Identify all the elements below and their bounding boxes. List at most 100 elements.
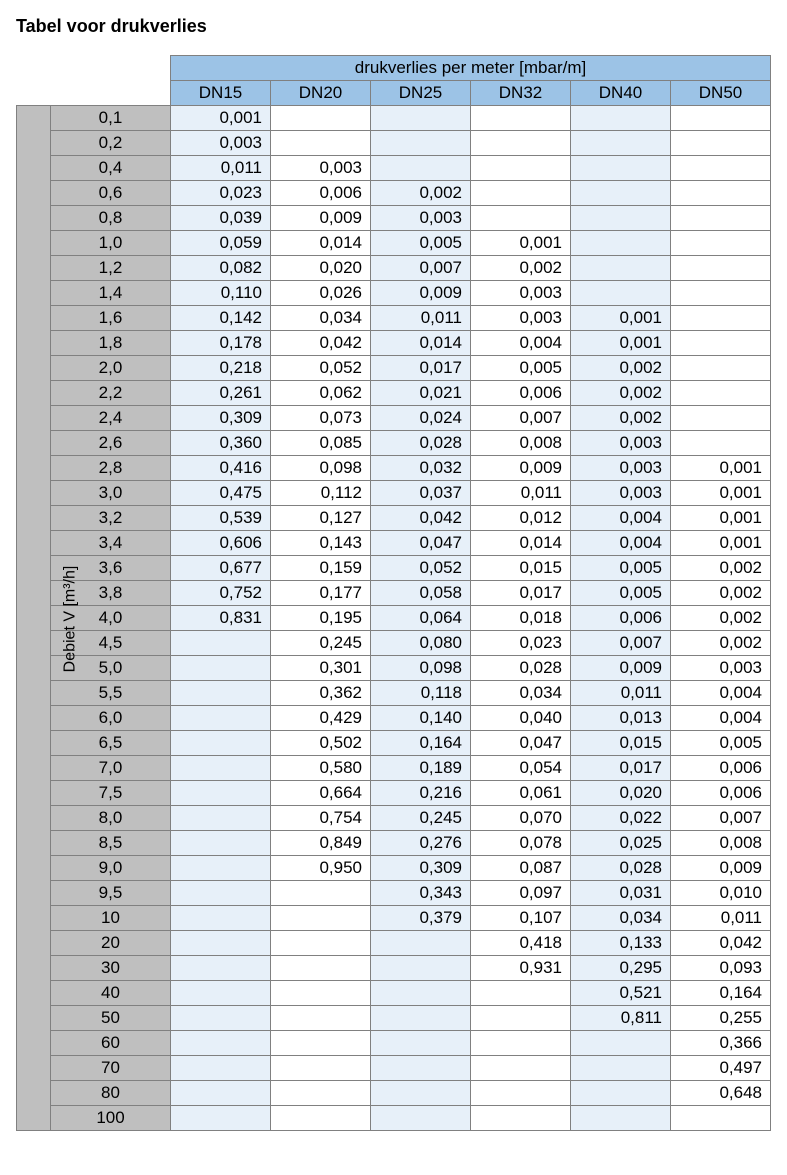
data-cell: 0,677 xyxy=(171,556,271,581)
table-row: 400,5210,164 xyxy=(17,981,771,1006)
row-header: 6,0 xyxy=(51,706,171,731)
data-cell: 0,047 xyxy=(471,731,571,756)
table-row: 100,3790,1070,0340,011 xyxy=(17,906,771,931)
corner-cell xyxy=(17,81,51,106)
data-cell xyxy=(371,1056,471,1081)
data-cell xyxy=(571,281,671,306)
data-cell xyxy=(671,406,771,431)
data-cell: 0,143 xyxy=(271,531,371,556)
data-cell: 0,014 xyxy=(271,231,371,256)
data-cell: 0,085 xyxy=(271,431,371,456)
data-cell: 0,007 xyxy=(671,806,771,831)
data-cell: 0,001 xyxy=(671,531,771,556)
data-cell xyxy=(671,256,771,281)
data-cell xyxy=(271,1006,371,1031)
data-cell xyxy=(271,981,371,1006)
data-cell xyxy=(171,656,271,681)
data-cell: 0,255 xyxy=(671,1006,771,1031)
data-cell: 0,005 xyxy=(371,231,471,256)
data-cell xyxy=(271,1106,371,1131)
data-cell: 0,009 xyxy=(271,206,371,231)
data-cell xyxy=(171,706,271,731)
data-cell: 0,309 xyxy=(371,856,471,881)
data-cell xyxy=(571,1081,671,1106)
column-header: DN32 xyxy=(471,81,571,106)
row-header: 7,0 xyxy=(51,756,171,781)
data-cell: 0,078 xyxy=(471,831,571,856)
data-cell: 0,418 xyxy=(471,931,571,956)
data-cell xyxy=(271,931,371,956)
data-cell xyxy=(271,956,371,981)
data-cell: 0,002 xyxy=(671,631,771,656)
side-header: Debiet V [m³/h] xyxy=(17,106,51,1131)
data-cell: 0,011 xyxy=(371,306,471,331)
row-header: 10 xyxy=(51,906,171,931)
data-cell: 0,006 xyxy=(671,781,771,806)
data-cell: 0,003 xyxy=(471,281,571,306)
row-header: 2,6 xyxy=(51,431,171,456)
row-header: 80 xyxy=(51,1081,171,1106)
data-cell: 0,028 xyxy=(471,656,571,681)
data-cell xyxy=(571,1106,671,1131)
data-cell: 0,580 xyxy=(271,756,371,781)
row-header: 9,5 xyxy=(51,881,171,906)
data-cell: 0,003 xyxy=(371,206,471,231)
data-cell: 0,009 xyxy=(371,281,471,306)
data-cell: 0,007 xyxy=(371,256,471,281)
row-header: 7,5 xyxy=(51,781,171,806)
row-header: 60 xyxy=(51,1031,171,1056)
data-cell: 0,309 xyxy=(171,406,271,431)
header-main: drukverlies per meter [mbar/m] xyxy=(171,56,771,81)
data-cell: 0,177 xyxy=(271,581,371,606)
table-row: 600,366 xyxy=(17,1031,771,1056)
data-cell: 0,058 xyxy=(371,581,471,606)
row-header: 40 xyxy=(51,981,171,1006)
data-cell: 0,006 xyxy=(271,181,371,206)
data-cell: 0,416 xyxy=(171,456,271,481)
data-cell xyxy=(271,1056,371,1081)
data-cell: 0,034 xyxy=(471,681,571,706)
data-cell: 0,097 xyxy=(471,881,571,906)
table-row: 0,80,0390,0090,003 xyxy=(17,206,771,231)
data-cell: 0,006 xyxy=(571,606,671,631)
column-header: DN40 xyxy=(571,81,671,106)
data-cell: 0,429 xyxy=(271,706,371,731)
data-cell: 0,002 xyxy=(371,181,471,206)
row-header: 3,0 xyxy=(51,481,171,506)
data-cell xyxy=(671,381,771,406)
data-cell: 0,018 xyxy=(471,606,571,631)
row-header: 8,0 xyxy=(51,806,171,831)
data-cell: 0,015 xyxy=(471,556,571,581)
data-cell: 0,005 xyxy=(571,556,671,581)
data-cell: 0,023 xyxy=(471,631,571,656)
data-cell: 0,039 xyxy=(171,206,271,231)
data-cell xyxy=(371,156,471,181)
data-cell xyxy=(271,881,371,906)
data-cell xyxy=(271,1081,371,1106)
row-header: 20 xyxy=(51,931,171,956)
data-cell: 0,004 xyxy=(571,506,671,531)
data-cell xyxy=(271,106,371,131)
row-header: 0,1 xyxy=(51,106,171,131)
data-cell: 0,178 xyxy=(171,331,271,356)
row-header: 3,4 xyxy=(51,531,171,556)
table-row: 3,40,6060,1430,0470,0140,0040,001 xyxy=(17,531,771,556)
data-cell: 0,021 xyxy=(371,381,471,406)
pressure-loss-table: drukverlies per meter [mbar/m] DN15 DN20… xyxy=(16,55,771,1131)
column-header: DN15 xyxy=(171,81,271,106)
data-cell xyxy=(471,1056,571,1081)
data-cell: 0,020 xyxy=(571,781,671,806)
row-header: 3,2 xyxy=(51,506,171,531)
data-cell xyxy=(571,206,671,231)
column-header-row: DN15 DN20 DN25 DN32 DN40 DN50 xyxy=(17,81,771,106)
data-cell xyxy=(171,781,271,806)
data-cell: 0,017 xyxy=(471,581,571,606)
data-cell: 0,003 xyxy=(671,656,771,681)
table-row: 700,497 xyxy=(17,1056,771,1081)
data-cell xyxy=(171,831,271,856)
data-cell: 0,012 xyxy=(471,506,571,531)
data-cell: 0,011 xyxy=(471,481,571,506)
table-row: 2,00,2180,0520,0170,0050,002 xyxy=(17,356,771,381)
row-header: 50 xyxy=(51,1006,171,1031)
data-cell: 0,037 xyxy=(371,481,471,506)
